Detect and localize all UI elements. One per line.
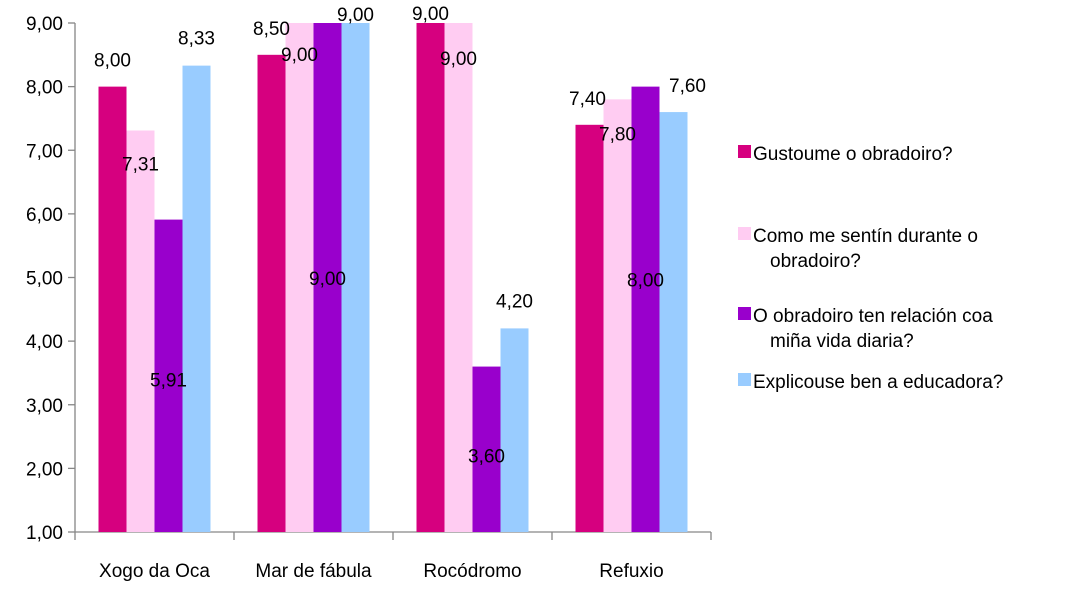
legend-label: Explicouse ben a educadora? [753,372,1003,393]
data-label: 9,00 [337,5,374,26]
data-labels: 8,00 8,50 9,00 7,40 7,31 9,00 9,00 7,80 5,91 9,00… [94,4,706,468]
y-tick-label: 4,00 [26,332,63,353]
bar [182,65,211,532]
legend-label: Gustoume o obradoiro? [753,144,953,165]
data-label: 7,40 [569,89,606,110]
bars [98,23,688,533]
bar [631,86,660,532]
y-tick-label: 1,00 [26,523,63,544]
legend-swatch [738,307,751,320]
y-tick-label: 5,00 [26,269,63,290]
data-label: 9,00 [281,45,318,66]
y-tick-label: 9,00 [26,14,63,35]
data-label: 8,33 [178,29,215,50]
bar [126,130,155,532]
bar [575,124,604,533]
data-label: 5,91 [150,371,187,392]
data-label: 7,80 [599,124,636,145]
legend-label: obradoiro? [770,251,861,272]
axes: 1,00 2,00 3,00 4,00 5,00 6,00 7,00 8,00 9,00 Xogo… [26,14,712,582]
bar [603,99,632,532]
data-label: 8,50 [253,19,290,40]
data-label: 7,31 [122,155,159,176]
y-tick-label: 3,00 [26,396,63,417]
legend-swatch [738,145,751,158]
y-tick-label: 8,00 [26,78,63,99]
data-label: 9,00 [440,49,477,70]
data-label: 8,00 [94,51,131,72]
bar [472,366,501,532]
x-category-label: Rocódromo [423,561,521,582]
bar [257,54,286,532]
legend-swatch [738,227,751,240]
data-label: 8,00 [627,271,664,292]
data-label: 3,60 [468,447,505,468]
legend-label: Como me sentín durante o [753,226,978,247]
y-tick-label: 7,00 [26,141,63,162]
data-label: 4,20 [496,291,533,312]
bar [500,328,529,532]
legend-label: O obradoiro ten relación coa [753,306,993,327]
bar [98,86,127,532]
x-category-label: Xogo da Oca [99,561,210,582]
bar [313,23,342,532]
x-category-label: Refuxio [599,561,663,582]
bar [285,23,314,532]
y-tick-label: 6,00 [26,205,63,226]
bar [659,112,688,532]
data-label: 7,60 [669,76,706,97]
bar [444,23,473,532]
x-category-label: Mar de fábula [255,561,372,582]
y-tick-label: 2,00 [26,459,63,480]
data-label: 9,00 [412,4,449,25]
legend: Gustoume o obradoiro? Como me sentín dura… [738,144,1003,393]
bar [416,23,445,532]
data-label: 9,00 [309,269,346,290]
legend-label: miña vida diaria? [770,331,914,352]
bar [154,219,183,532]
legend-swatch [738,373,751,386]
bar [341,23,370,532]
